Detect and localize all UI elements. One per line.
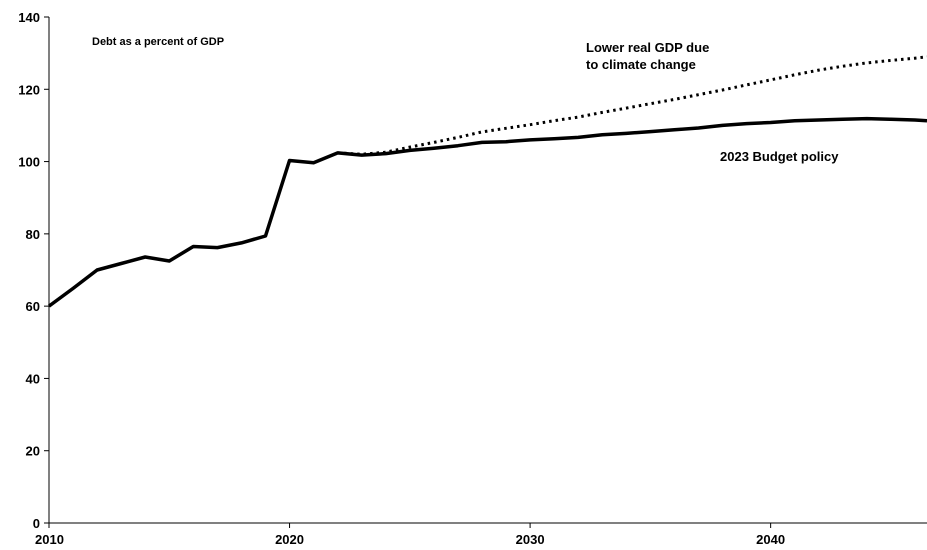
y-tick-label: 140 — [18, 10, 40, 25]
budget-policy-series-line — [47, 116, 927, 308]
y-tick-label: 0 — [33, 516, 40, 531]
climate-series-label-line1: Lower real GDP due — [586, 40, 709, 55]
x-axis-ticks: 2010 2020 2030 2040 — [35, 523, 785, 547]
climate-series-label-line2: to climate change — [586, 57, 696, 72]
x-tick-label: 2040 — [756, 532, 785, 547]
y-tick-label: 40 — [26, 371, 40, 386]
chart-note: Debt as a percent of GDP — [92, 36, 224, 48]
x-tick-label: 2030 — [516, 532, 545, 547]
annotations: Debt as a percent of GDP Lower real GDP … — [92, 36, 839, 164]
climate-change-series-line — [337, 55, 927, 156]
y-tick-label: 120 — [18, 82, 40, 97]
y-tick-label: 20 — [26, 444, 40, 459]
budget-series-label: 2023 Budget policy — [720, 149, 839, 164]
y-tick-label: 80 — [26, 227, 40, 242]
x-tick-label: 2010 — [35, 532, 64, 547]
x-tick-label: 2020 — [275, 532, 304, 547]
y-tick-label: 60 — [26, 299, 40, 314]
series-layer — [47, 55, 927, 308]
y-axis-ticks: 0 20 40 60 80 100 120 140 — [18, 10, 49, 531]
y-tick-label: 100 — [18, 155, 40, 170]
